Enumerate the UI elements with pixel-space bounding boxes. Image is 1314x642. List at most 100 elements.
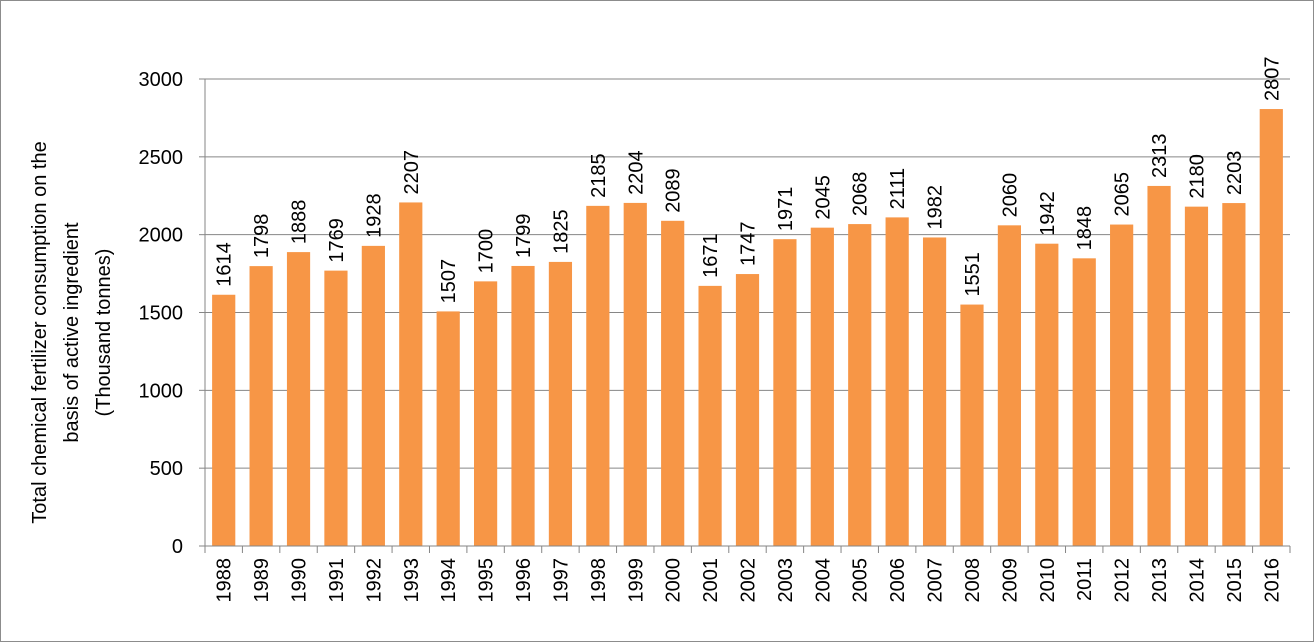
bar-2016 [1259,109,1283,546]
bar-1997 [548,261,573,546]
data-label: 1614 [214,242,236,287]
x-tick-label: 1988 [214,558,236,603]
x-tick-label: 1996 [513,558,535,603]
y-tick-label: 2500 [139,147,184,169]
data-label: 1888 [289,200,311,245]
bar-2006 [885,217,909,546]
y-tick-label: 0 [172,536,183,558]
data-label: 2203 [1224,151,1246,196]
x-tick-label: 2014 [1186,558,1208,603]
bar-1990 [286,252,311,547]
x-tick-label: 2003 [775,558,797,603]
bar-2000 [661,220,685,547]
x-tick-label: 1990 [289,558,311,603]
x-tick-label: 2001 [700,558,722,603]
x-tick-label: 1989 [251,558,273,603]
data-label: 2045 [812,175,834,220]
data-label: 2185 [588,153,610,198]
data-label: 2207 [401,150,423,195]
data-label: 1982 [925,185,947,230]
y-axis-title-line: Total chemical fertilizer consumption on… [29,141,51,523]
x-tick-label: 2011 [1074,558,1096,601]
bar-1994 [436,311,460,546]
bar-2002 [735,274,760,546]
data-label: 1769 [326,218,348,263]
data-label: 1507 [438,259,460,304]
axes [199,78,1291,553]
bar-1999 [623,202,647,547]
x-tick-labels: 1988 1989 1990 1991 1992 1993 1994 1995 1996 1997… [214,558,1284,603]
data-label: 1942 [1037,191,1059,236]
y-axis-title-line: (Thousand tonnes) [93,249,115,417]
x-tick-label: 2012 [1112,558,1134,603]
data-label: 1971 [775,187,797,232]
bar-2012 [1110,224,1134,546]
bar-1991 [324,270,348,546]
x-tick-label: 1993 [401,558,423,603]
x-tick-label: 2007 [925,558,947,603]
y-tick-label: 500 [150,458,183,480]
bar-2007 [922,237,947,546]
y-axis-title-line: basis of active ingredient [61,222,83,443]
bar-1995 [474,281,498,546]
x-tick-label: 2002 [738,558,760,603]
y-tick-label: 2000 [139,225,184,247]
x-tick-label: 1997 [550,558,572,603]
data-label: 2060 [999,173,1021,218]
data-label: 1551 [962,252,984,297]
data-label: 2313 [1149,133,1171,178]
bar-2008 [960,304,984,546]
data-label: 1671 [700,233,722,278]
bar-2001 [698,285,722,546]
data-label: 2180 [1186,154,1208,199]
bar-2005 [848,224,872,546]
x-tick-label: 2010 [1037,558,1059,603]
data-label: 2204 [625,150,647,195]
x-tick-label: 2005 [850,558,872,603]
data-label: 1848 [1074,206,1096,251]
x-tick-label: 1998 [588,558,610,603]
data-label: 2065 [1112,172,1134,217]
bar-1998 [586,205,610,546]
x-tick-label: 2008 [962,558,984,603]
x-tick-label: 1999 [625,558,647,603]
x-tick-label: 2006 [887,558,909,603]
y-axis-title: Total chemical fertilizer consumption on… [29,141,115,523]
x-tick-label: 2016 [1261,558,1283,603]
gridlines [205,78,1290,469]
x-tick-label: 2013 [1149,558,1171,603]
y-tick-label: 3000 [139,69,184,91]
data-label: 2068 [850,172,872,217]
bar-2015 [1222,203,1246,546]
y-tick-labels: 0 500 1000 1500 2000 2500 3000 [139,69,184,558]
x-tick-label: 1992 [363,558,385,603]
data-label: 1798 [251,214,273,259]
bar-1988 [212,294,236,546]
y-tick-label: 1000 [139,380,184,402]
x-tick-label: 1991 [326,558,348,603]
data-label: 1747 [738,222,760,267]
bar-1989 [249,266,273,546]
data-label: 2089 [663,168,685,213]
bar-2009 [997,225,1021,546]
x-tick-label: 2009 [999,558,1021,603]
bar-1993 [399,202,423,546]
bar-2010 [1035,243,1059,547]
x-tick-label: 1995 [476,558,498,603]
bar-1992 [361,245,385,546]
bars [212,109,1283,547]
data-label: 1825 [550,209,572,254]
bar-2004 [810,227,834,546]
data-label: 2807 [1261,57,1283,102]
data-label: 2111 [887,168,909,210]
data-label: 1928 [363,193,385,238]
bar-2014 [1184,206,1209,546]
bar-1996 [511,265,535,546]
bar-2003 [773,239,797,546]
x-tick-label: 2000 [663,558,685,603]
x-tick-label: 2004 [812,558,834,603]
x-tick-label: 1994 [438,558,460,603]
bar-2011 [1072,258,1096,546]
data-label: 1700 [476,229,498,274]
